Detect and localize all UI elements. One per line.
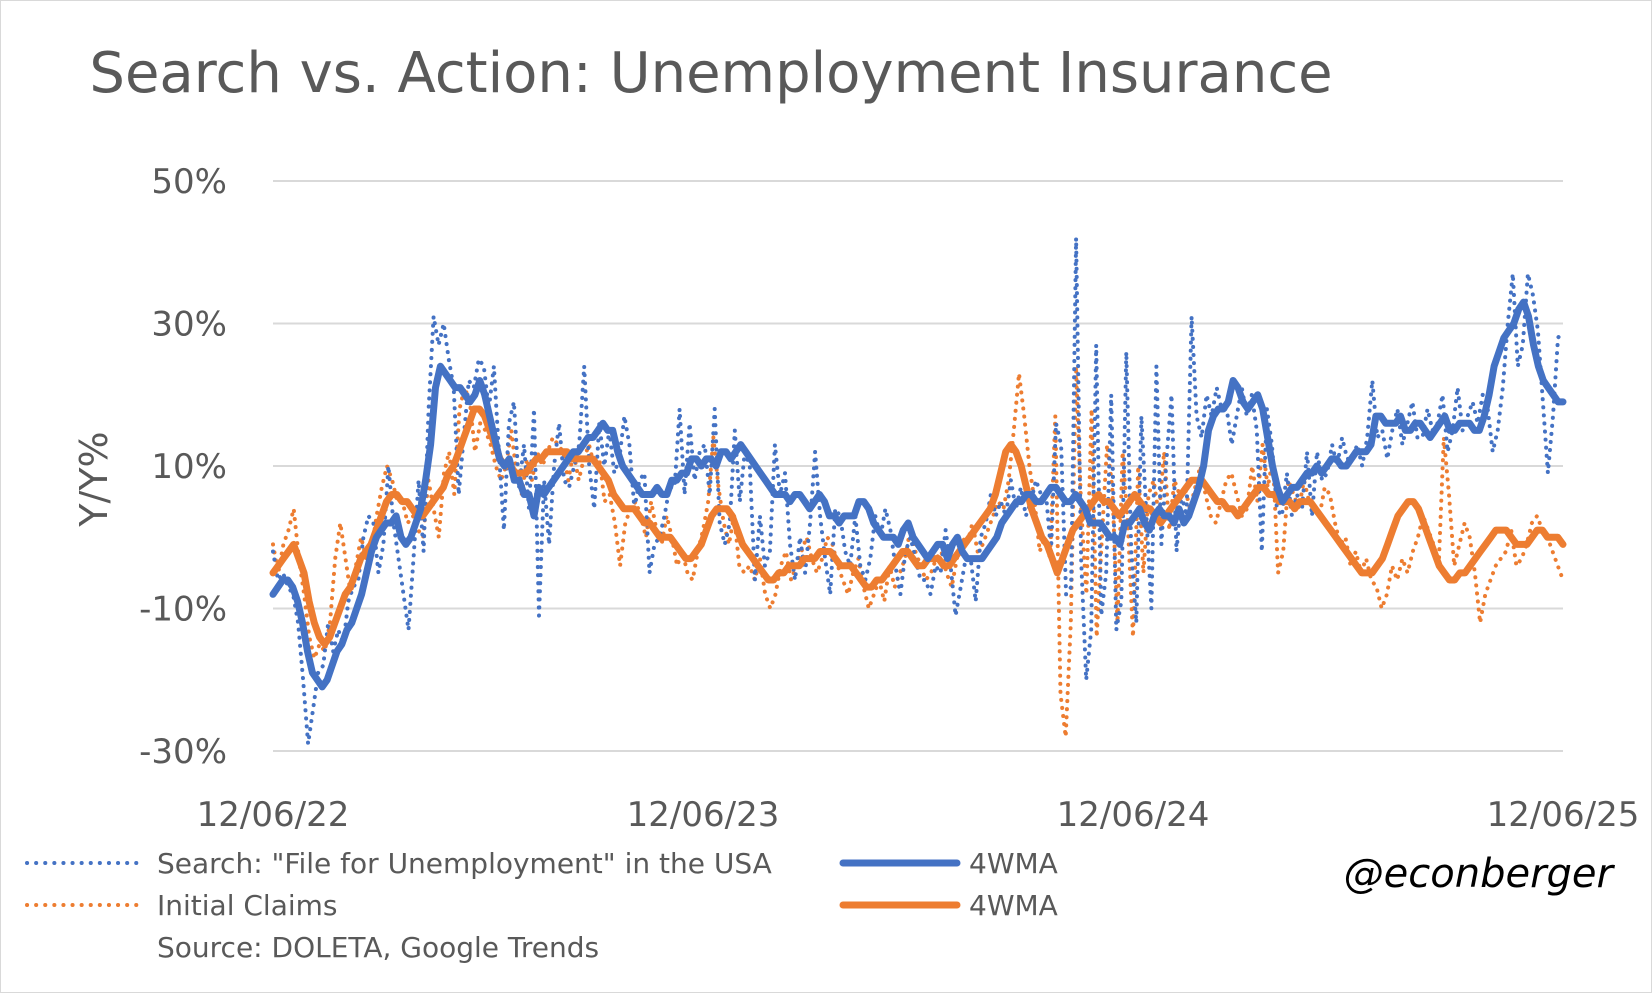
series-search-line [271,236,1565,746]
series-layer [269,236,1567,746]
legend-label-claims: Initial Claims [157,889,338,922]
legend: Search: "File for Unemployment" in the U… [25,847,1058,922]
y-tick-label: -10% [139,590,227,630]
series-search-4wma-line [269,298,1567,691]
grid-layer [273,180,1563,752]
x-tick-label: 12/06/22 [197,795,350,835]
y-axis-label: Y/Y% [72,431,116,527]
series-claims-4wma-line [269,405,1567,648]
legend-label-search: Search: "File for Unemployment" in the U… [157,847,772,880]
y-tick-label: 10% [151,447,227,487]
x-tick-label: 12/06/24 [1057,795,1210,835]
y-tick-label: 50% [151,162,227,202]
legend-label-claims-4wma: 4WMA [969,889,1058,922]
x-tick-labels: 12/06/22 12/06/23 12/06/24 12/06/25 [197,795,1640,835]
legend-label-search-4wma: 4WMA [969,847,1058,880]
source-note: Source: DOLETA, Google Trends [157,931,599,964]
x-tick-label: 12/06/23 [627,795,780,835]
chart-title: Search vs. Action: Unemployment Insuranc… [89,41,1333,106]
y-tick-labels: 50% 30% 10% -10% -30% [139,162,227,772]
x-tick-label: 12/06/25 [1487,795,1640,835]
credit-handle: @econberger [1344,851,1616,897]
series-claims-line [271,364,1565,739]
y-tick-label: -30% [139,732,227,772]
y-tick-label: 30% [151,305,227,345]
